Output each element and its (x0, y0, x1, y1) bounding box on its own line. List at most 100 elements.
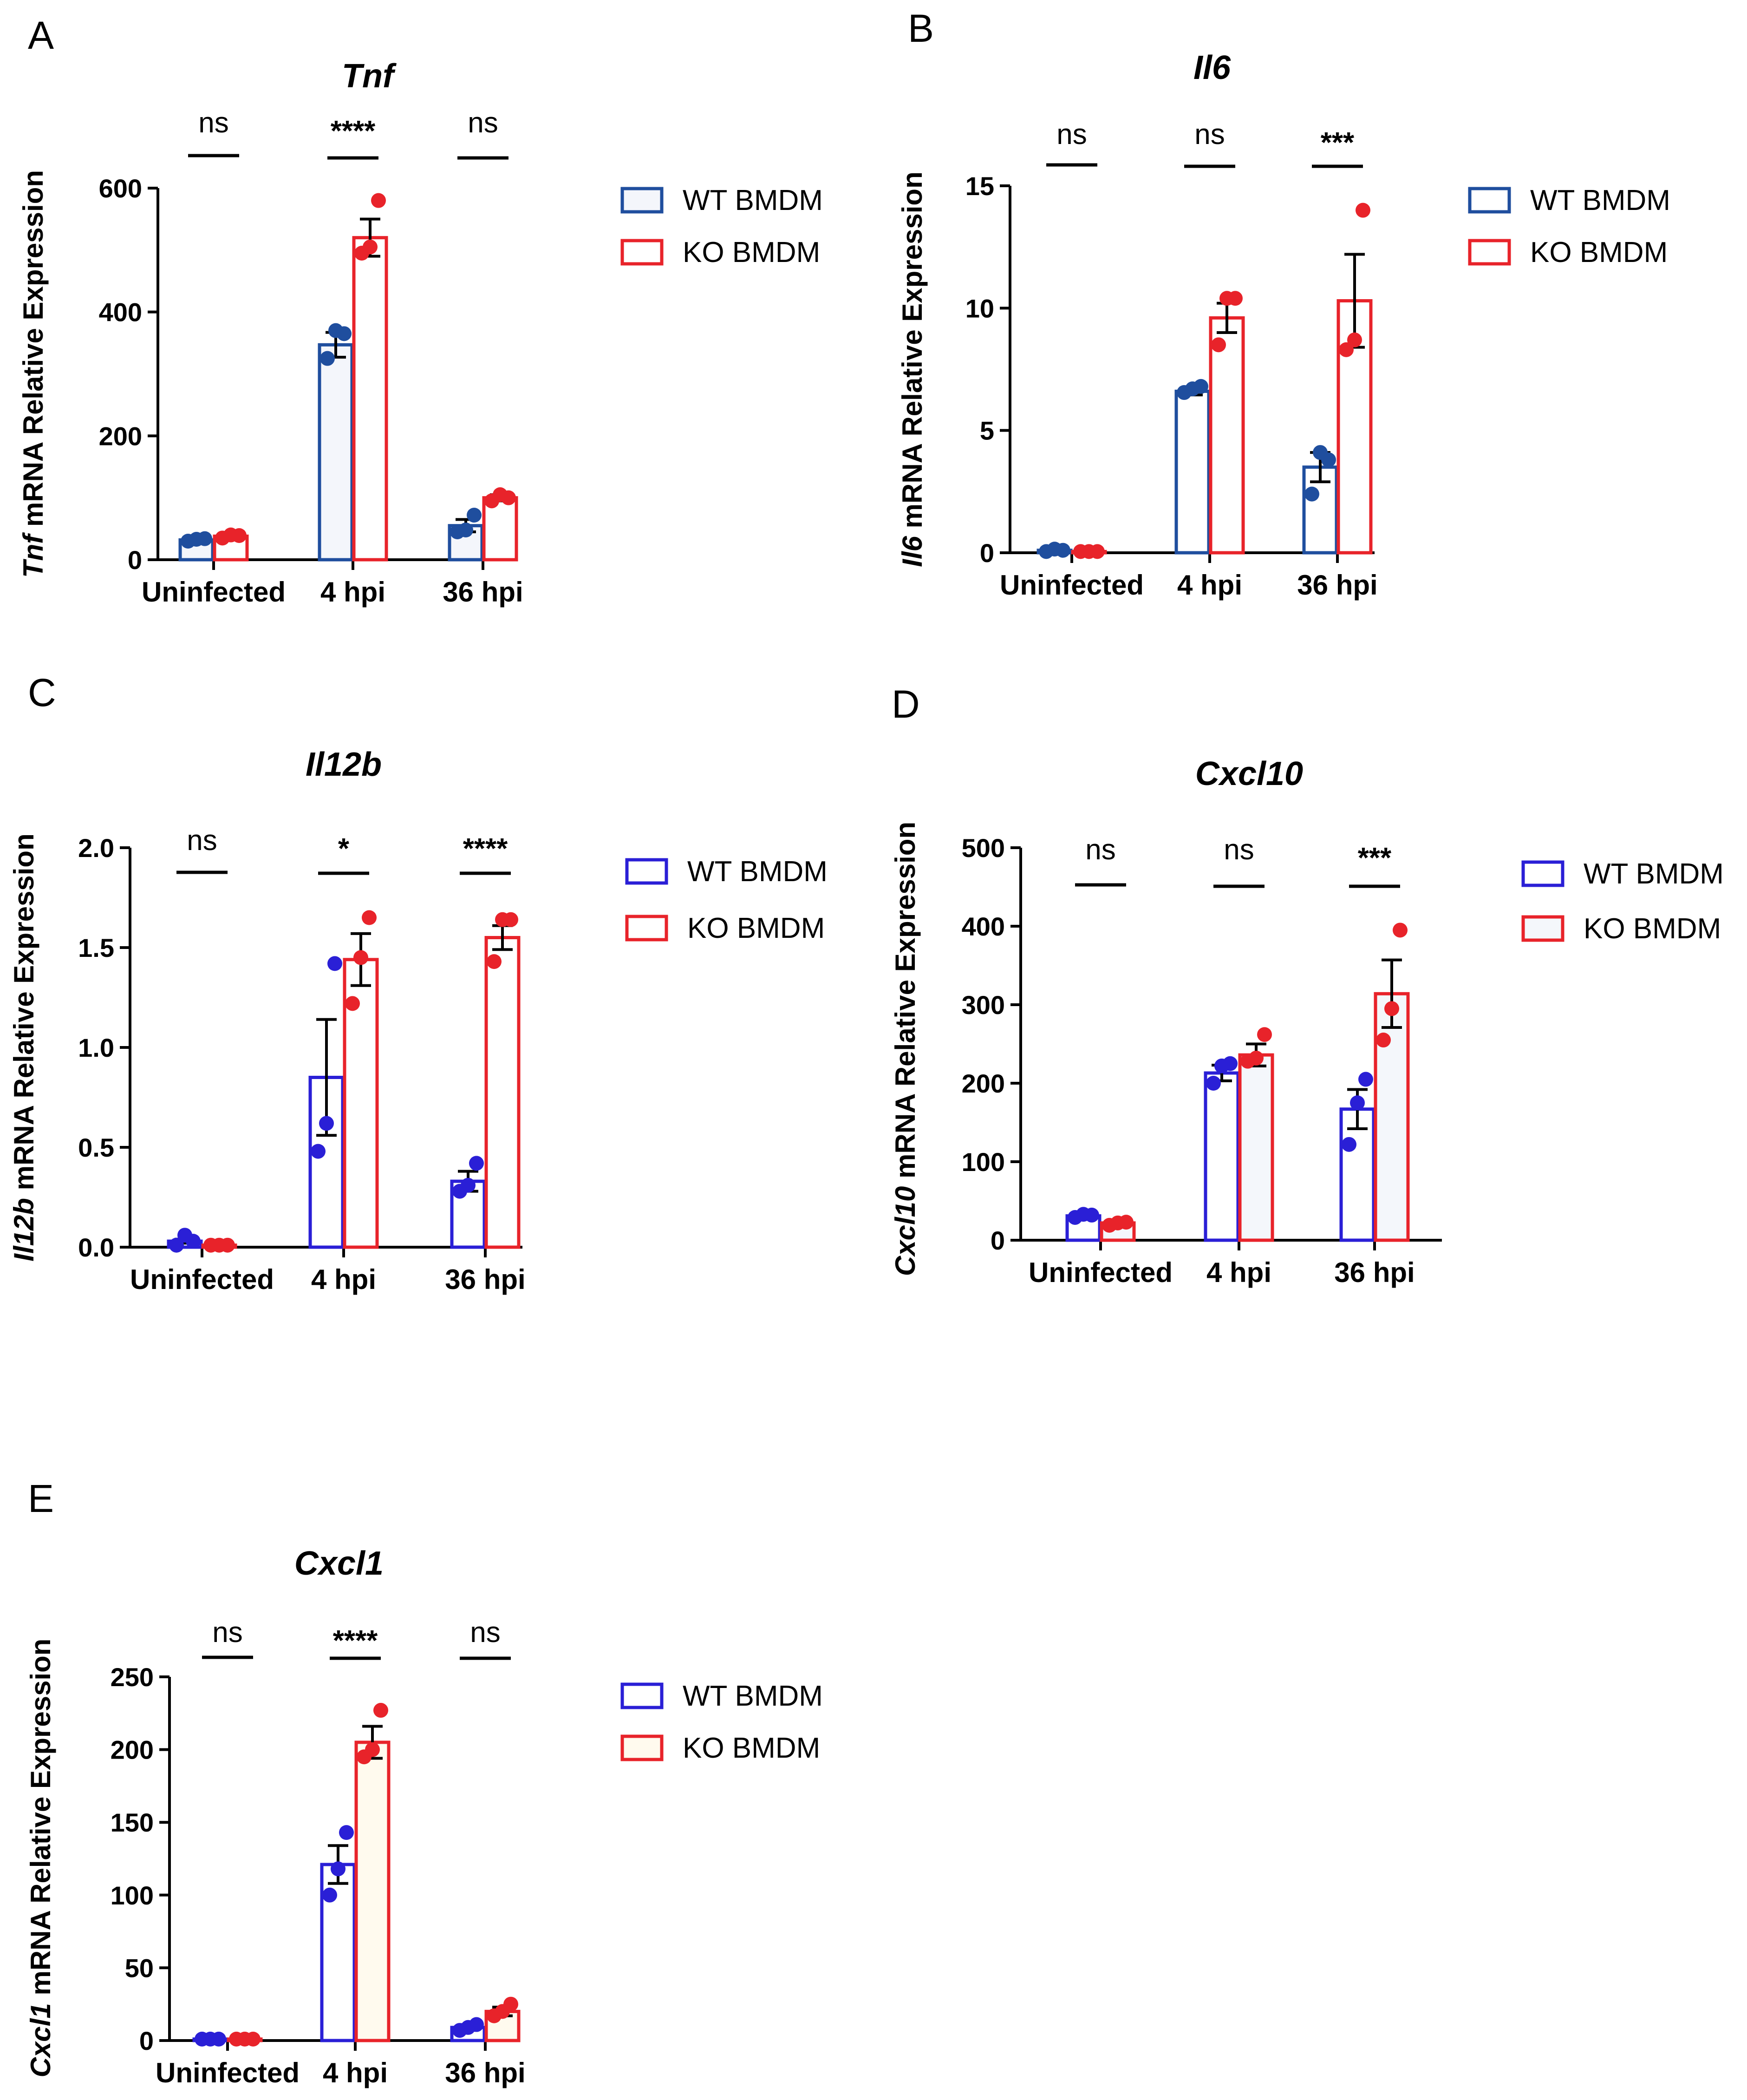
ko-bar (1209, 316, 1245, 555)
panel-letter: B (908, 7, 934, 50)
chart-title: Tnf (342, 58, 397, 95)
wt-data-point (469, 2017, 484, 2032)
ko-data-point (363, 239, 378, 255)
significance-label: ns (468, 107, 498, 139)
wt-data-point (169, 1237, 184, 1253)
significance-label: ns (1085, 834, 1115, 866)
y-axis-label: Tnf mRNA Relative Expression (18, 170, 49, 578)
wt-data-point (319, 1116, 334, 1131)
wt-data-point (331, 1861, 345, 1877)
x-tick-label: Uninfected (156, 2057, 300, 2088)
ko-data-point (1393, 922, 1408, 938)
wt-data-point (327, 956, 342, 971)
ko-data-point (503, 912, 518, 927)
y-axis-label-gene: Cxcl1 (25, 2003, 56, 2077)
ko-bar (354, 1740, 391, 2042)
wt-legend-swatch (620, 1682, 664, 1709)
wt-data-point (1304, 486, 1319, 502)
significance-label: ns (1056, 118, 1087, 150)
ko-data-point (373, 1703, 388, 1718)
panel-letter: C (28, 671, 56, 714)
y-axis-label: Cxcl1 mRNA Relative Expression (25, 1639, 56, 2078)
y-tick-label: 600 (99, 174, 142, 203)
ko-data-point (345, 996, 360, 1011)
wt-data-point (1223, 1056, 1238, 1071)
x-tick-label: 36 hpi (1334, 1257, 1415, 1288)
ko-legend-swatch (620, 239, 664, 266)
legend-label: WT BMDM (1530, 184, 1670, 216)
ko-data-point (1339, 342, 1354, 357)
ko-data-point (1249, 1050, 1264, 1066)
wt-bar (1339, 1107, 1375, 1242)
wt-data-point (467, 508, 482, 523)
ko-data-point (353, 950, 368, 965)
y-tick-label: 15 (965, 171, 994, 201)
ko-legend-swatch (1521, 915, 1564, 942)
wt-data-point (197, 531, 212, 546)
x-tick-label: Uninfected (130, 1264, 274, 1295)
y-axis-label: Cxcl10 mRNA Relative Expression (890, 822, 921, 1276)
significance-label: **** (333, 1625, 378, 1657)
y-tick-label: 50 (125, 1953, 154, 1982)
y-axis-label-text: mRNA Relative Expression (8, 833, 39, 1198)
legend-label: WT BMDM (683, 184, 823, 216)
panel-letter: A (28, 13, 54, 57)
y-tick-label: 500 (962, 833, 1005, 863)
y-tick-label: 400 (99, 298, 142, 327)
x-tick-label: 4 hpi (323, 2057, 388, 2088)
ko-data-point (487, 954, 502, 969)
x-tick-label: 36 hpi (1297, 569, 1377, 601)
ko-data-point (371, 193, 386, 208)
ko-bar (1374, 992, 1410, 1242)
y-axis-label-text: mRNA Relative Expression (890, 822, 921, 1186)
y-tick-label: 200 (111, 1735, 154, 1765)
y-axis-label: Il6 mRNA Relative Expression (897, 171, 928, 567)
y-axis-label-gene: Il12b (8, 1198, 39, 1262)
chart-title: Il12b (306, 746, 382, 783)
ko-data-point (1384, 1001, 1399, 1016)
wt-data-point (1342, 1137, 1356, 1152)
y-tick-label: 250 (111, 1662, 154, 1692)
ko-data-point (1211, 337, 1226, 353)
wt-data-point (186, 1234, 201, 1249)
y-axis-label-gene: Tnf (18, 532, 49, 578)
wt-data-point (469, 1156, 484, 1171)
legend-label: KO BMDM (683, 236, 820, 268)
y-tick-label: 100 (111, 1881, 154, 1910)
wt-data-point (1193, 379, 1208, 394)
ko-legend-swatch (1468, 239, 1511, 266)
x-tick-label: 4 hpi (320, 576, 385, 608)
ko-data-point (1257, 1027, 1272, 1042)
wt-data-point (1358, 1072, 1373, 1087)
ko-data-point (246, 2031, 261, 2047)
y-tick-label: 100 (962, 1147, 1005, 1177)
ko-bar (484, 936, 521, 1249)
significance-label: ns (187, 824, 217, 857)
wt-data-point (337, 326, 352, 341)
y-tick-label: 0 (128, 545, 142, 575)
y-tick-label: 0 (980, 538, 994, 568)
ko-data-point (1119, 1215, 1134, 1230)
legend-label: KO BMDM (687, 912, 825, 944)
significance-label: ns (470, 1616, 500, 1649)
wt-data-point (1321, 452, 1336, 467)
significance-label: **** (331, 115, 376, 147)
y-tick-label: 200 (962, 1069, 1005, 1098)
wt-legend-swatch (1521, 860, 1564, 887)
significance-label: **** (463, 833, 508, 865)
x-tick-label: Uninfected (1029, 1257, 1173, 1288)
significance-label: ns (212, 1616, 242, 1649)
x-tick-label: 4 hpi (1177, 569, 1242, 601)
legend-label: WT BMDM (687, 856, 828, 888)
wt-data-point (1056, 543, 1070, 558)
wt-data-point (1084, 1207, 1099, 1223)
wt-data-point (339, 1825, 354, 1840)
wt-data-point (458, 523, 473, 537)
ko-data-point (365, 1742, 380, 1757)
wt-bar (1204, 1071, 1240, 1242)
y-tick-label: 200 (99, 421, 142, 451)
y-tick-label: 10 (965, 294, 994, 323)
